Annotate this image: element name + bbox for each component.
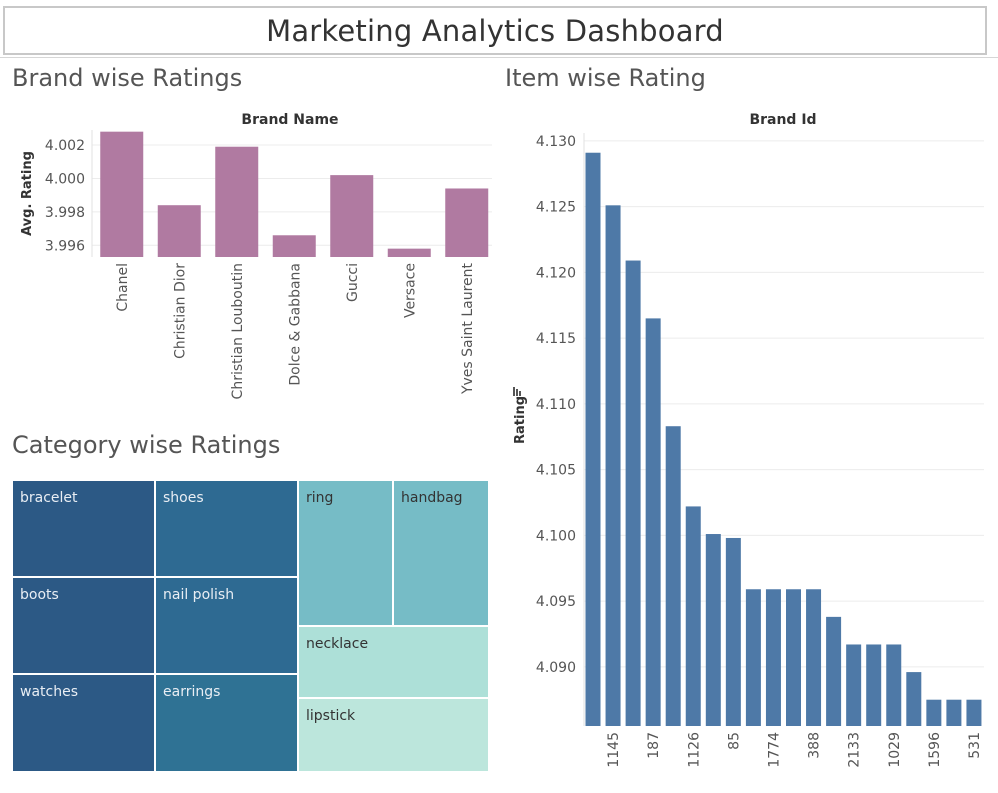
- brand-x-tick-label: Versace: [402, 263, 418, 318]
- item-x-tick-label: 1126: [686, 732, 702, 768]
- item-bar: [625, 260, 641, 726]
- sort-indicator-icon: [513, 387, 521, 396]
- title-divider: [0, 57, 998, 58]
- category-section-title: Category wise Ratings: [12, 431, 281, 459]
- treemap-cell-necklace[interactable]: necklace: [298, 626, 489, 698]
- treemap-cell-label: nail polish: [163, 587, 235, 603]
- brand-y-axis-label: Avg. Rating: [20, 151, 35, 236]
- sort-indicator-bar: [519, 391, 521, 396]
- treemap-cell-label: handbag: [401, 490, 463, 506]
- item-bar: [786, 589, 801, 726]
- brand-bar: [100, 131, 144, 257]
- treemap-cell-label: lipstick: [306, 708, 356, 724]
- dashboard-title-box: Marketing Analytics Dashboard: [3, 6, 987, 55]
- item-bar: [966, 699, 982, 726]
- treemap-cell-label: earrings: [163, 684, 221, 700]
- item-bar: [745, 589, 761, 726]
- item-y-tick-label: 4.090: [536, 660, 576, 676]
- category-treemap: bracelet boots watches shoes nail polish earr…: [12, 480, 489, 772]
- treemap-cell-earrings[interactable]: earrings: [155, 674, 298, 772]
- item-bar: [725, 537, 741, 726]
- brand-bar: [215, 146, 259, 257]
- treemap-cell-nail-polish[interactable]: nail polish: [155, 577, 298, 674]
- item-bar: [685, 506, 701, 726]
- brand-bar: [157, 205, 201, 257]
- item-bar: [645, 318, 661, 726]
- brand-y-tick-label: 4.002: [45, 138, 85, 154]
- item-x-tick-label: 85: [726, 732, 742, 750]
- item-section-title: Item wise Rating: [505, 64, 706, 92]
- item-chart-title: Brand Id: [749, 112, 816, 128]
- brand-x-tick-label: Dolce & Gabbana: [287, 263, 303, 386]
- brand-bar: [330, 175, 374, 257]
- item-bar: [846, 644, 862, 726]
- brand-bar: [387, 248, 431, 257]
- treemap-cell-handbag[interactable]: handbag: [393, 480, 489, 626]
- brand-x-tick-label: Christian Dior: [172, 263, 188, 359]
- sort-indicator-bar: [513, 387, 515, 396]
- item-x-tick-label: 2133: [847, 732, 863, 768]
- item-x-tick-label: 1774: [766, 732, 782, 768]
- brand-rating-chart: Brand Name Avg. Rating 3.996 3.998 4.000 4.00…: [20, 112, 492, 399]
- brand-x-tick-label: Yves Saint Laurent: [460, 262, 476, 395]
- item-x-tick-label: 1029: [887, 732, 903, 768]
- item-bar: [886, 644, 902, 726]
- item-bar: [765, 589, 781, 726]
- item-rating-chart: Brand Id Rating 4.090 4.095 4.100 4.105 4.110 4…: [513, 112, 984, 768]
- item-bar: [826, 616, 842, 726]
- brand-x-tick-label: Christian Louboutin: [230, 263, 246, 399]
- item-x-tick-label: 1145: [606, 732, 622, 768]
- item-x-tick-label: 531: [967, 732, 983, 759]
- brand-bar: [272, 235, 316, 257]
- item-bar: [705, 534, 721, 726]
- treemap-cell-shoes[interactable]: shoes: [155, 480, 298, 577]
- brand-section-title: Brand wise Ratings: [12, 64, 243, 92]
- item-bar: [665, 426, 681, 726]
- sort-indicator-bar: [516, 389, 518, 396]
- treemap-cell-ring[interactable]: ring: [298, 480, 393, 626]
- treemap-cell-watches[interactable]: watches: [12, 674, 155, 772]
- treemap-cell-label: ring: [306, 490, 334, 506]
- item-bar: [806, 589, 822, 726]
- item-x-tick-label: 388: [807, 732, 823, 759]
- item-bar: [906, 672, 922, 726]
- item-y-tick-label: 4.105: [536, 463, 576, 479]
- item-y-axis-label: Rating: [513, 396, 528, 444]
- treemap-cell-label: necklace: [306, 636, 369, 652]
- item-bar: [866, 644, 882, 726]
- item-y-tick-label: 4.110: [536, 397, 576, 413]
- item-y-tick-label: 4.125: [536, 200, 576, 216]
- treemap-cell-label: boots: [20, 587, 59, 603]
- brand-chart-title: Brand Name: [241, 112, 338, 128]
- item-x-tick-label: 187: [646, 732, 662, 759]
- item-bar: [585, 152, 601, 726]
- brand-x-tick-label: Gucci: [345, 263, 361, 302]
- item-y-tick-label: 4.130: [536, 134, 576, 150]
- treemap-cell-boots[interactable]: boots: [12, 577, 155, 674]
- brand-bar: [445, 188, 489, 257]
- brand-y-tick-label: 3.998: [45, 205, 85, 221]
- treemap-cell-label: shoes: [163, 490, 204, 506]
- item-bar: [605, 205, 621, 726]
- item-y-tick-label: 4.115: [536, 331, 576, 347]
- treemap-cell-bracelet[interactable]: bracelet: [12, 480, 155, 577]
- treemap-cell-label: watches: [20, 684, 78, 700]
- item-x-tick-label: 1596: [927, 732, 943, 768]
- item-y-tick-label: 4.100: [536, 528, 576, 544]
- treemap-cell-label: bracelet: [20, 490, 78, 506]
- item-y-tick-label: 4.095: [536, 594, 576, 610]
- brand-x-tick-label: Chanel: [115, 263, 131, 312]
- item-bar: [926, 699, 942, 726]
- dashboard-title: Marketing Analytics Dashboard: [266, 13, 724, 48]
- brand-y-tick-label: 3.996: [45, 238, 85, 254]
- item-y-tick-label: 4.120: [536, 265, 576, 281]
- treemap-cell-lipstick[interactable]: lipstick: [298, 698, 489, 772]
- brand-y-tick-label: 4.000: [45, 171, 85, 187]
- item-bar: [946, 699, 962, 726]
